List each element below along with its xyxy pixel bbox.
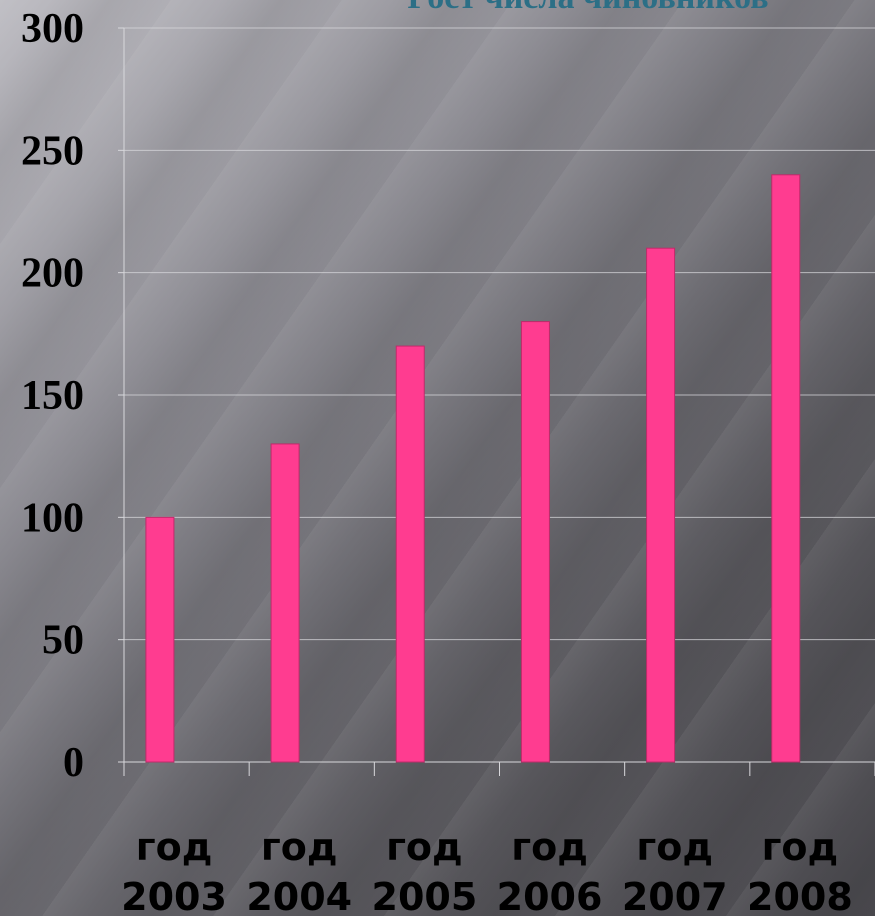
- y-tick-label: 0: [63, 740, 84, 786]
- y-tick-label: 50: [42, 618, 84, 664]
- chart-title: Рост числа чиновников: [407, 0, 768, 16]
- bar: [145, 516, 175, 763]
- x-tick-label-year: 2006: [497, 875, 603, 916]
- bars: [145, 174, 801, 763]
- x-tick-label-year: 2005: [372, 875, 478, 916]
- bar: [270, 443, 300, 763]
- bar: [646, 247, 676, 763]
- x-tick-label-year: 2003: [121, 875, 227, 916]
- y-tick-label: 200: [21, 251, 84, 297]
- bar: [520, 321, 550, 763]
- x-tick-label-year: 2004: [246, 875, 352, 916]
- x-tick-label-year: 2007: [622, 875, 728, 916]
- x-tick-label-word: год: [511, 825, 588, 869]
- y-tick-label: 300: [21, 6, 84, 52]
- y-tick-label: 250: [21, 128, 84, 174]
- bar: [771, 174, 801, 763]
- y-tick-label: 150: [21, 373, 84, 419]
- grid-lines: [124, 27, 875, 641]
- x-tick-label-word: год: [636, 825, 713, 869]
- x-tick-label-word: год: [136, 825, 213, 869]
- x-tick-label-year: 2008: [747, 875, 853, 916]
- x-tick-label-word: год: [762, 825, 839, 869]
- y-tick-labels: 0 50 100 150 200 250 300: [21, 6, 84, 786]
- bar: [395, 345, 425, 763]
- x-tick-label-word: год: [261, 825, 338, 869]
- x-tick-labels: год 2003 год 2004 год 2005 год 2006 год 2007 год 20…: [121, 825, 853, 916]
- x-tick-label-word: год: [386, 825, 463, 869]
- y-tick-label: 100: [21, 495, 84, 541]
- axes: [118, 27, 875, 776]
